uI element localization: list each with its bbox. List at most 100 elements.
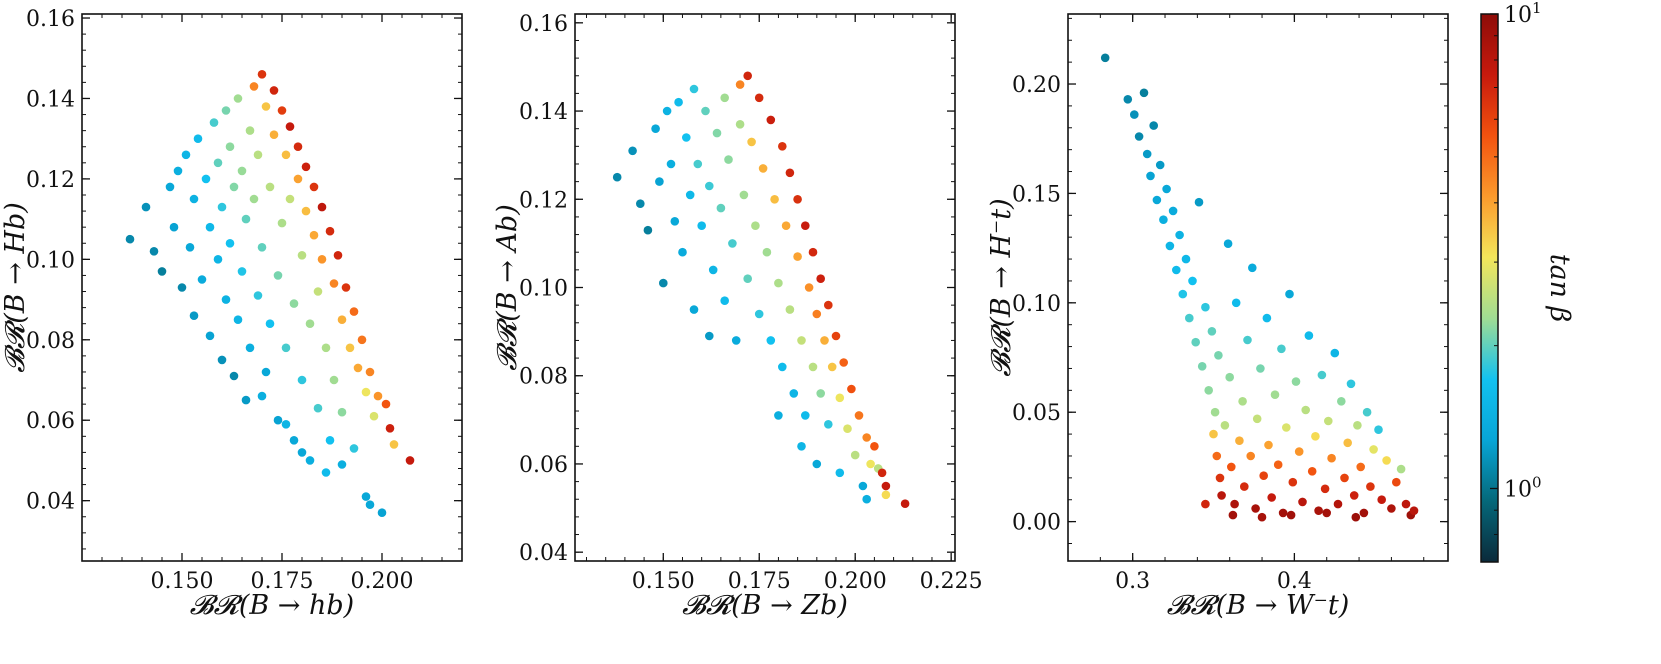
data-point <box>1214 351 1223 360</box>
data-point <box>1231 298 1241 308</box>
data-point <box>1270 390 1280 400</box>
data-point <box>816 389 825 398</box>
data-point <box>321 468 331 477</box>
data-point <box>225 239 235 248</box>
data-point <box>685 190 695 200</box>
data-point <box>373 391 383 401</box>
data-point <box>801 221 810 230</box>
data-point <box>712 128 722 138</box>
data-point <box>337 460 347 469</box>
data-point <box>636 199 645 208</box>
data-point <box>804 283 814 292</box>
colorbar: 100 101 tan β <box>1480 0 1575 563</box>
data-point <box>1257 512 1267 522</box>
data-point <box>169 222 179 232</box>
data-point <box>1162 184 1171 194</box>
data-point <box>297 251 307 260</box>
data-point <box>245 343 255 353</box>
data-point <box>689 305 699 314</box>
data-point <box>345 343 355 353</box>
y-tick-label: 0.15 <box>1012 182 1061 207</box>
x-tick-label: 0.200 <box>824 569 887 594</box>
data-point <box>185 243 195 252</box>
data-point <box>213 254 223 264</box>
data-point <box>808 247 818 257</box>
data-point <box>708 265 718 275</box>
data-point <box>217 202 227 212</box>
data-point <box>793 252 802 261</box>
data-point <box>249 194 259 204</box>
y-tick-label: 0.08 <box>519 365 568 390</box>
data-point <box>1178 289 1188 299</box>
data-point <box>1286 510 1296 520</box>
data-point <box>808 362 818 372</box>
data-point <box>1210 407 1220 417</box>
data-point <box>659 278 668 288</box>
data-point <box>847 384 856 394</box>
data-point <box>141 202 151 212</box>
data-point <box>173 166 183 176</box>
data-point <box>1324 416 1333 426</box>
data-point <box>731 336 741 345</box>
data-point <box>229 371 239 381</box>
colorbar-tick-label: 100 <box>1504 473 1542 502</box>
data-point <box>341 283 351 292</box>
data-point <box>1227 462 1236 472</box>
data-point <box>257 391 267 401</box>
data-point <box>716 203 726 213</box>
data-point <box>689 84 699 94</box>
data-point <box>827 362 837 372</box>
data-point <box>1256 364 1265 373</box>
data-point <box>1220 421 1230 430</box>
data-point <box>281 150 291 160</box>
data-point <box>261 367 271 377</box>
data-point <box>225 142 235 151</box>
y-tick-label: 0.04 <box>519 541 568 566</box>
data-point <box>1204 386 1213 395</box>
data-point <box>301 162 311 172</box>
data-point <box>389 440 399 449</box>
data-point <box>249 82 259 91</box>
data-point <box>1337 397 1346 406</box>
data-point <box>329 375 339 385</box>
data-point <box>789 389 799 398</box>
data-point <box>269 86 279 95</box>
y-tick-label: 0.05 <box>1012 401 1061 426</box>
data-point <box>257 243 267 252</box>
data-point <box>1320 484 1330 494</box>
data-point <box>277 218 287 228</box>
data-point <box>781 221 791 230</box>
data-point <box>662 106 672 116</box>
data-point <box>766 115 776 125</box>
data-point <box>1238 397 1247 406</box>
data-point <box>778 142 787 151</box>
data-point <box>1353 421 1362 430</box>
data-point <box>820 336 829 345</box>
data-point <box>1194 197 1204 207</box>
data-point <box>1267 493 1276 502</box>
data-point <box>229 182 239 192</box>
data-point <box>241 395 251 405</box>
data-point <box>233 94 243 103</box>
data-point <box>1285 289 1294 299</box>
data-point <box>1327 453 1336 463</box>
data-point <box>612 172 622 182</box>
data-point <box>778 362 787 372</box>
colorbar-label: tan β <box>1544 254 1575 323</box>
data-point <box>1298 497 1307 507</box>
x-axis-label: 𝓑𝓡(B → W⁻t) <box>1167 590 1350 621</box>
data-point <box>774 411 783 420</box>
data-point <box>325 226 335 236</box>
data-point <box>221 295 231 304</box>
data-point <box>277 106 287 115</box>
data-point <box>297 448 307 457</box>
data-point <box>1165 241 1175 251</box>
data-point <box>1387 504 1396 513</box>
y-tick-label: 0.16 <box>26 7 75 32</box>
data-point <box>1277 344 1286 354</box>
data-point <box>1307 467 1317 476</box>
plot-frame-1 <box>81 13 463 562</box>
data-point <box>743 274 752 284</box>
data-point <box>297 375 307 385</box>
data-point <box>149 247 159 256</box>
